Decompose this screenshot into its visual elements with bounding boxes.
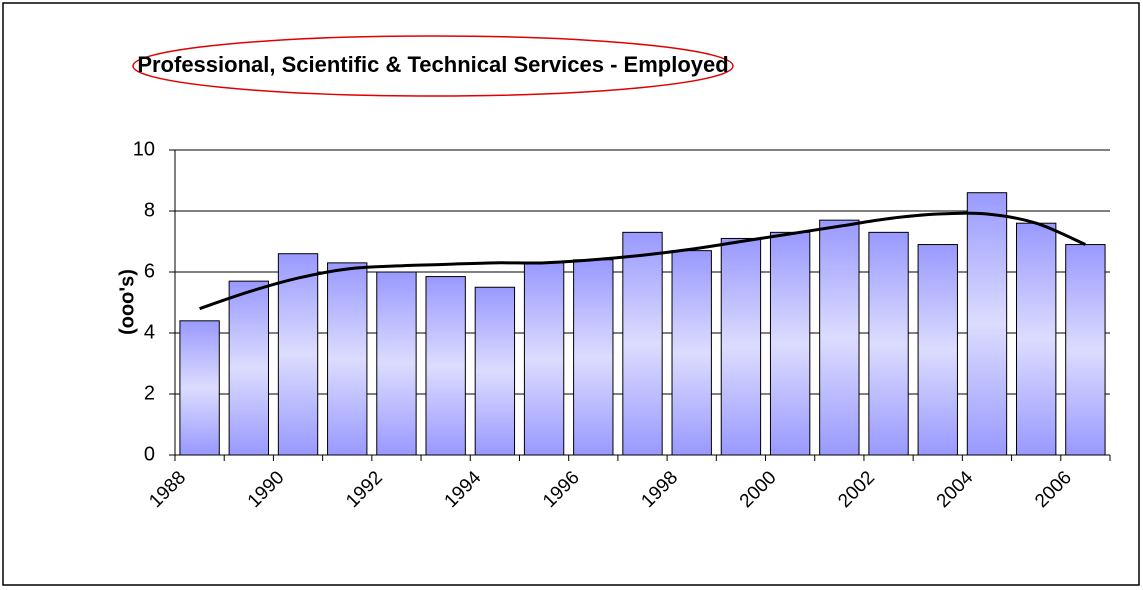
bar (573, 259, 614, 456)
bar (1065, 244, 1106, 456)
y-axis-label: (ooo's) (116, 269, 138, 335)
bar (474, 286, 516, 456)
y-tick-label: 2 (144, 382, 155, 404)
bar (671, 250, 712, 456)
trend-line (199, 211, 1086, 311)
bar (819, 219, 860, 456)
bar (327, 262, 368, 456)
y-tick-label: 6 (144, 260, 155, 282)
y-tick-label: 10 (133, 138, 155, 160)
bar (425, 276, 466, 456)
bar (1016, 222, 1057, 456)
bar (720, 237, 762, 456)
bar (917, 244, 958, 456)
y-tick-label: 4 (144, 321, 155, 343)
bar (523, 262, 565, 456)
bar (868, 231, 909, 456)
bar (966, 192, 1008, 456)
bar (376, 271, 417, 456)
bar (228, 280, 269, 456)
y-tick-label: 8 (144, 199, 155, 221)
bar (179, 320, 220, 456)
title-highlight (132, 35, 734, 97)
bar (769, 231, 811, 456)
chart-title: Professional, Scientific & Technical Ser… (137, 52, 728, 77)
bar (622, 231, 663, 456)
bar (277, 253, 319, 456)
y-tick-label: 0 (144, 443, 155, 465)
